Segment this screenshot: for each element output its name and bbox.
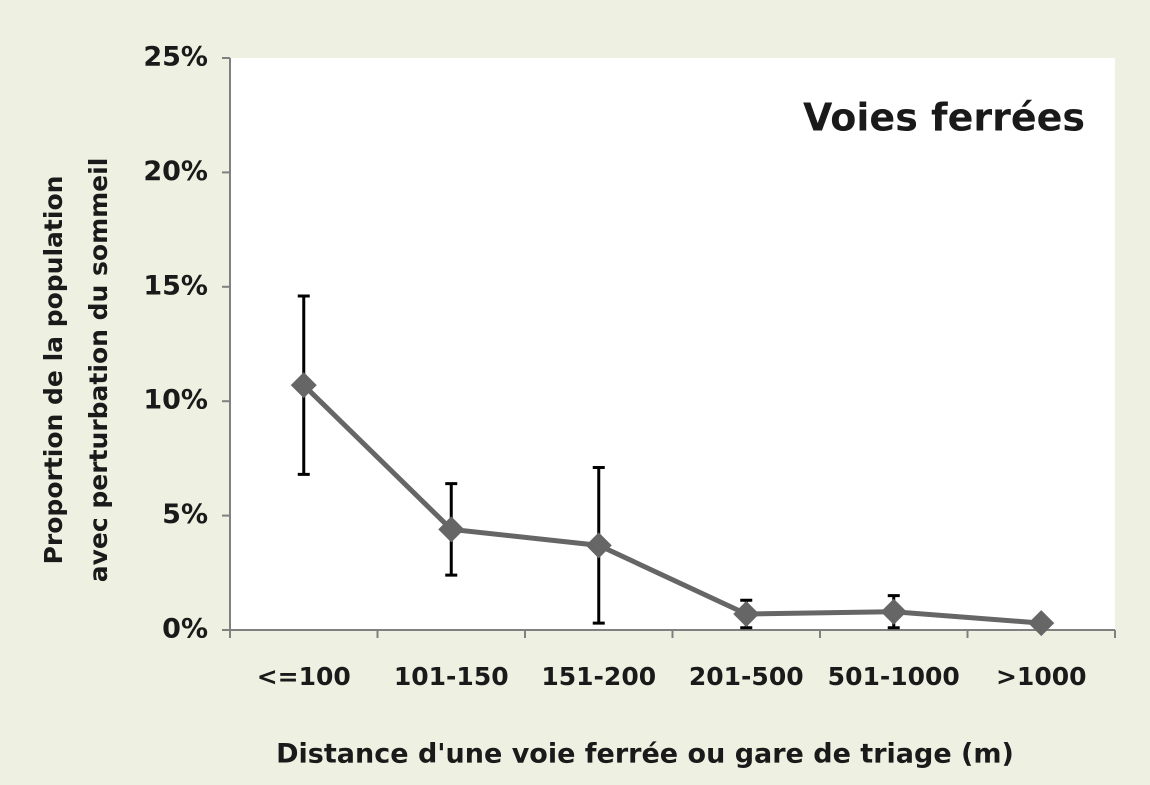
x-tick-label: 501-1000	[828, 662, 960, 691]
y-axis-label: avec perturbation du sommeil	[84, 158, 113, 583]
x-tick-label: 101-150	[394, 662, 509, 691]
x-axis-label: Distance d'une voie ferrée ou gare de tr…	[276, 739, 1014, 770]
y-tick-label: 5%	[162, 499, 208, 530]
y-tick-label: 10%	[143, 385, 208, 416]
marker	[585, 532, 612, 559]
x-tick-label: 201-500	[689, 662, 804, 691]
y-tick-label: 15%	[143, 270, 208, 301]
y-axis-label: Proportion de la population	[39, 176, 68, 565]
x-tick-label: >1000	[996, 662, 1087, 691]
marker	[290, 372, 317, 399]
marker	[1028, 610, 1055, 637]
chart-title: Voies ferrées	[803, 96, 1085, 140]
marker	[880, 598, 907, 625]
y-tick-label: 20%	[143, 156, 208, 187]
y-tick-label: 0%	[162, 614, 208, 645]
x-tick-label: <=100	[257, 662, 351, 691]
marker	[438, 516, 465, 543]
line	[302, 383, 1042, 626]
plot-area	[230, 58, 1115, 630]
x-tick-label: 151-200	[541, 662, 656, 691]
y-tick-label: 25%	[143, 42, 208, 73]
marker	[733, 600, 760, 627]
